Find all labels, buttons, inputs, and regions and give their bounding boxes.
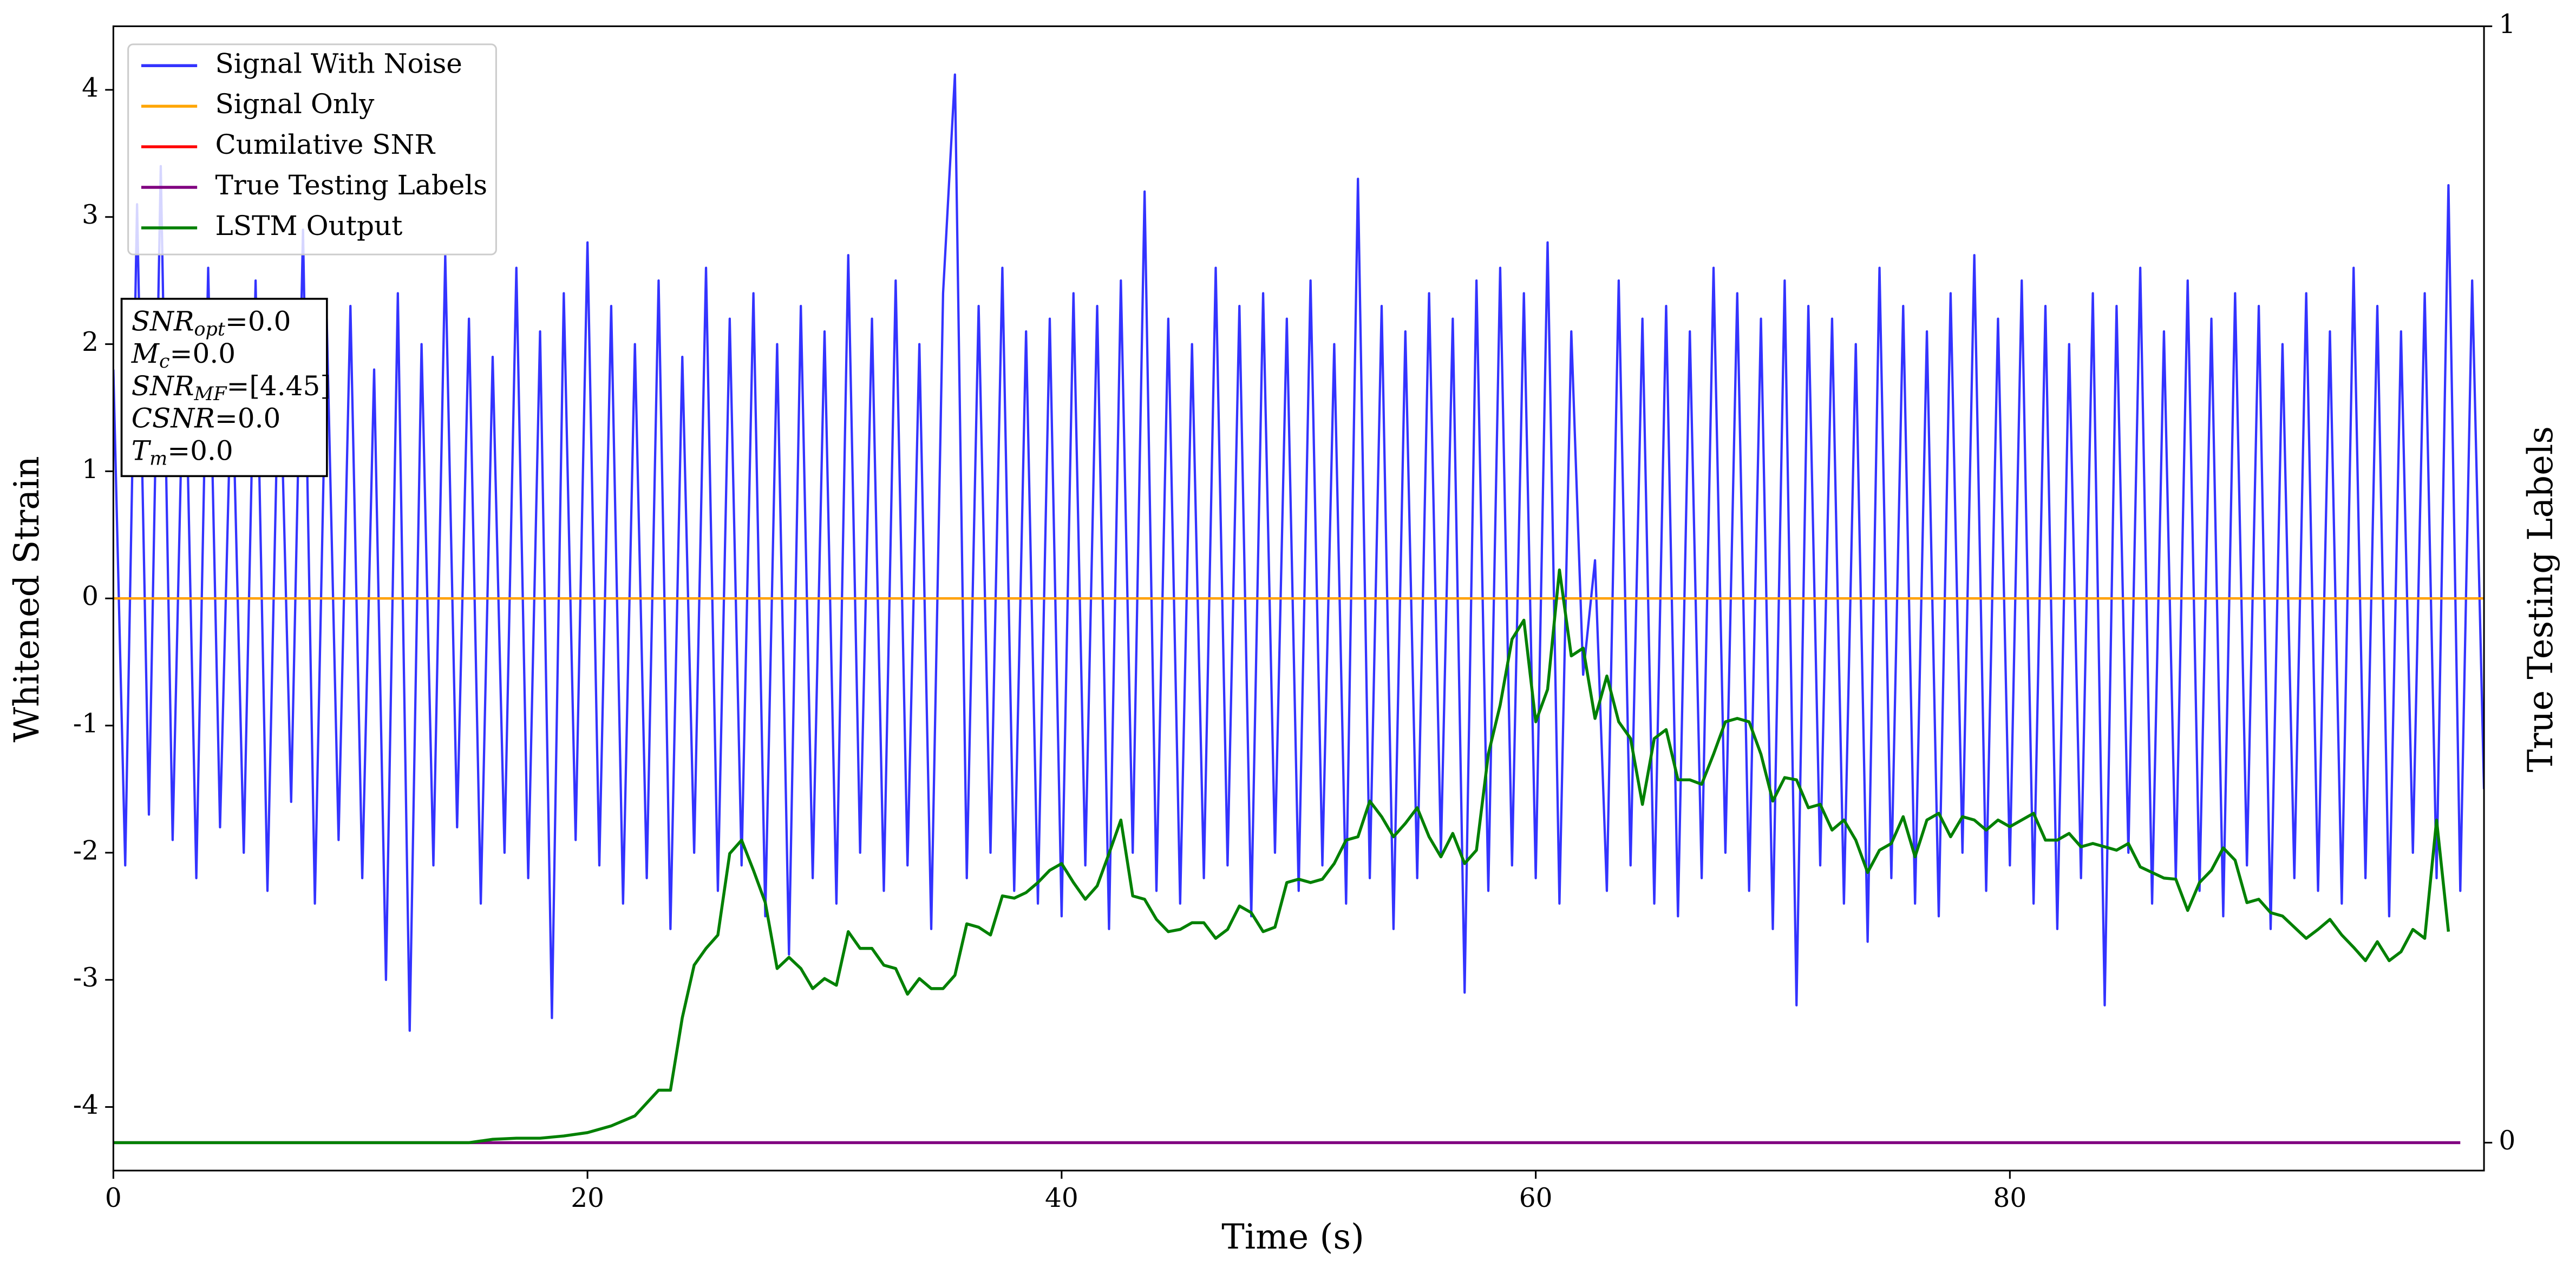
y-tick-label: -4 xyxy=(73,1090,99,1120)
annotation-value: =0.0 xyxy=(167,435,233,466)
legend-frame xyxy=(127,43,497,256)
y-tick-label: -1 xyxy=(73,709,99,739)
annotation-value: =0.0 xyxy=(225,305,291,337)
annotation-value: =0.0 xyxy=(215,403,281,434)
x-tick-label: 60 xyxy=(1519,1183,1553,1213)
annotation-symbol: M xyxy=(131,338,160,369)
legend-label: Signal With Noise xyxy=(215,48,462,79)
series-line xyxy=(113,73,2485,1032)
y-axis-label: Whitened Strain xyxy=(7,456,47,742)
annotation-line: CSNR=0.0 xyxy=(132,403,281,434)
y2-tick-label: 1 xyxy=(2499,9,2515,40)
series-line xyxy=(113,568,2450,1145)
annotation-frame xyxy=(120,298,328,478)
y-tick-label: 4 xyxy=(82,73,99,103)
legend: Signal With Noise Signal Only Cumilative S… xyxy=(127,43,497,256)
annotation-box: SNRopt=0.0Mc=0.0SNRMF=[4.45]CSNR=0.0Tm=0… xyxy=(120,298,331,478)
legend-label: Signal Only xyxy=(215,88,375,120)
annotation-line: Tm=0.0 xyxy=(132,435,233,469)
annotation-symbol: SNR xyxy=(132,305,194,337)
x-tick-label: 20 xyxy=(571,1183,604,1213)
legend-label: LSTM Output xyxy=(215,210,403,241)
annotation-symbol: T xyxy=(132,435,152,466)
x-axis-label: Time (s) xyxy=(1221,1217,1364,1257)
y-tick-label: 3 xyxy=(82,200,99,230)
x-tick-label: 80 xyxy=(1993,1183,2026,1213)
y-tick-label: -3 xyxy=(73,963,99,993)
legend-label: True Testing Labels xyxy=(215,169,488,201)
annotation-sub: MF xyxy=(194,383,228,404)
annotation-sub: m xyxy=(149,448,167,469)
y-tick-label: 1 xyxy=(82,454,99,485)
annotation-line: SNRopt=0.0 xyxy=(132,305,291,340)
annotation-value: =[4.45] xyxy=(226,370,330,402)
y2-axis-label: True Testing Labels xyxy=(2521,426,2561,772)
annotation-symbol: SNR xyxy=(132,370,194,402)
annotation-line: SNRMF=[4.45] xyxy=(132,370,331,405)
y-tick-label: 2 xyxy=(82,327,99,357)
x-tick-label: 40 xyxy=(1045,1183,1078,1213)
x-tick-label: 0 xyxy=(105,1183,122,1213)
y2-tick-label: 0 xyxy=(2499,1126,2515,1156)
annotation-symbol: CSNR xyxy=(132,403,215,434)
y-tick-label: -2 xyxy=(73,835,99,866)
annotation-sub: opt xyxy=(194,318,226,340)
y-tick-label: 0 xyxy=(82,582,99,612)
annotation-value: =0.0 xyxy=(170,338,236,369)
annotation-sub: c xyxy=(159,351,170,373)
annotation-line: Mc=0.0 xyxy=(131,338,236,373)
legend-label: Cumilative SNR xyxy=(215,129,436,160)
